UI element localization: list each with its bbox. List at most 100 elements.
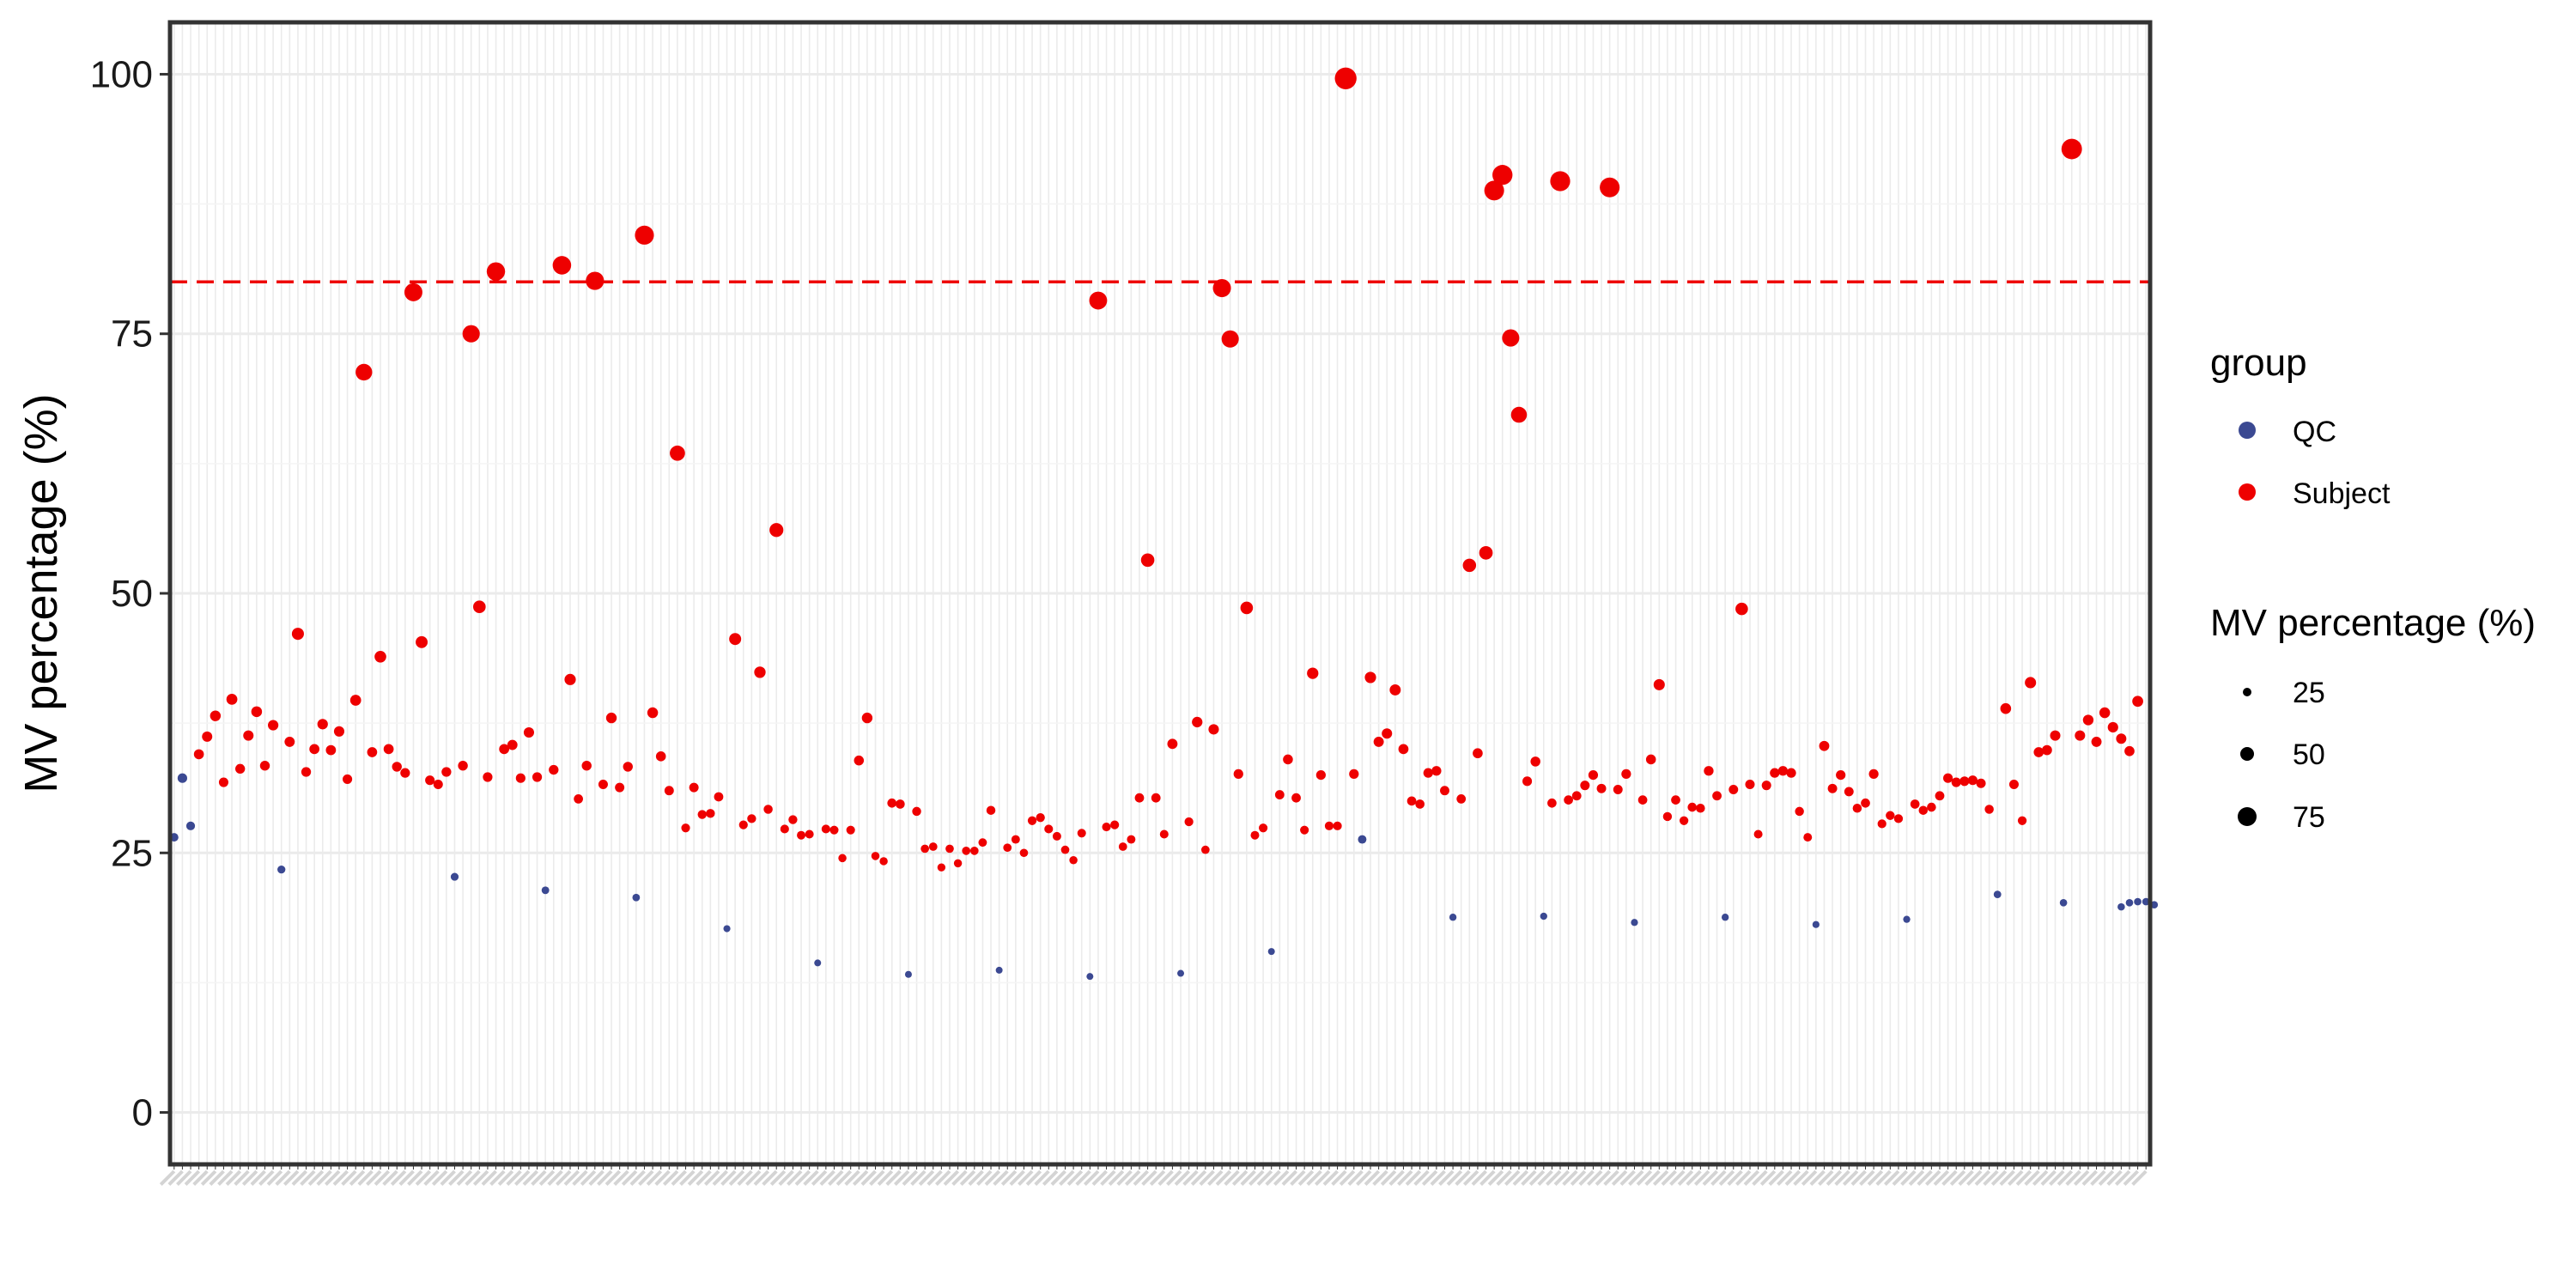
x-tick-label-illegible: [1652, 1170, 1669, 1186]
subject-point: [928, 842, 938, 851]
x-tick-label-illegible: [1875, 1170, 1892, 1186]
qc-point: [1540, 912, 1547, 920]
subject-point: [259, 761, 270, 771]
x-tick-label-illegible: [1297, 1170, 1315, 1186]
subject-point: [797, 830, 806, 840]
x-tick-label-illegible: [671, 1170, 687, 1186]
x-tick-label-illegible: [1504, 1170, 1521, 1186]
subject-point: [515, 773, 526, 783]
x-tick-label-illegible: [489, 1170, 506, 1186]
qc-point: [1177, 969, 1185, 977]
x-tick-label-illegible: [1850, 1170, 1867, 1186]
subject-point: [1192, 716, 1203, 728]
x-tick-label-illegible: [1025, 1170, 1042, 1186]
subject-point: [472, 600, 486, 614]
qc-point: [723, 925, 731, 933]
x-tick-label-illegible: [1908, 1170, 1925, 1186]
x-tick-label-illegible: [1315, 1170, 1331, 1186]
subject-point: [507, 739, 518, 750]
x-tick-label-illegible: [1777, 1170, 1793, 1186]
x-tick-label-illegible: [1933, 1170, 1950, 1186]
qc-point: [450, 872, 459, 881]
x-tick-label-illegible: [2081, 1170, 2098, 1186]
subject-point: [945, 844, 954, 854]
subject-point: [670, 445, 685, 461]
qc-point: [2059, 898, 2068, 907]
x-tick-label-illegible: [398, 1170, 415, 1186]
x-tick-label-illegible: [654, 1170, 671, 1186]
subject-point: [1522, 776, 1533, 787]
x-tick-label-illegible: [1075, 1170, 1091, 1186]
subject-point: [325, 744, 337, 756]
subject-point: [193, 749, 204, 760]
qc-point: [1903, 915, 1911, 923]
x-tick-label-illegible: [1009, 1170, 1025, 1186]
subject-point: [564, 673, 576, 685]
subject-point: [1307, 667, 1319, 679]
subject-point: [1060, 845, 1070, 854]
x-tick-label-illegible: [1249, 1170, 1265, 1186]
x-tick-label-illegible: [1496, 1170, 1512, 1186]
x-tick-label-illegible: [2049, 1170, 2065, 1186]
x-tick-label-illegible: [1322, 1170, 1339, 1186]
subject-point: [747, 814, 756, 823]
subject-point: [1580, 781, 1590, 791]
x-tick-label-illegible: [407, 1170, 423, 1186]
subject-point: [1102, 822, 1111, 832]
subject-point: [1324, 821, 1334, 830]
x-tick-label-illegible: [1867, 1170, 1884, 1186]
x-tick-label-illegible: [984, 1170, 1001, 1186]
qc-point: [2150, 901, 2159, 909]
legend-key-qc: [2239, 422, 2256, 439]
x-tick-label-illegible: [415, 1170, 432, 1186]
subject-point: [234, 763, 246, 775]
x-tick-label-illegible: [1042, 1170, 1059, 1186]
subject-point: [1645, 754, 1656, 765]
x-tick-label-illegible: [1686, 1170, 1702, 1186]
subject-point: [1349, 769, 1359, 780]
x-tick-label-illegible: [1528, 1170, 1546, 1186]
x-tick-label-illegible: [1471, 1170, 1487, 1186]
qc-point: [1086, 973, 1094, 981]
x-tick-label-illegible: [588, 1170, 605, 1186]
subject-point: [317, 719, 328, 730]
subject-point: [1588, 769, 1599, 781]
subject-point: [2107, 721, 2118, 733]
x-tick-label-illegible: [1166, 1170, 1182, 1186]
x-tick-label-illegible: [703, 1170, 720, 1186]
x-tick-label-illegible: [1900, 1170, 1917, 1186]
subject-point: [2017, 816, 2027, 825]
subject-point: [829, 825, 839, 835]
x-tick-label-illegible: [1199, 1170, 1215, 1186]
x-tick-label-illegible: [1925, 1170, 1941, 1186]
x-tick-label-illegible: [1983, 1170, 1999, 1186]
x-tick-label-illegible: [572, 1170, 588, 1186]
x-tick-label-illegible: [1966, 1170, 1983, 1186]
subject-point: [1151, 793, 1161, 803]
subject-point: [953, 859, 963, 868]
x-tick-label-illegible: [1182, 1170, 1199, 1186]
x-tick-label-illegible: [1256, 1170, 1273, 1186]
subject-point: [1927, 802, 1936, 812]
x-tick-label-illegible: [787, 1170, 803, 1186]
x-tick-label-illegible: [720, 1170, 737, 1186]
subject-point: [1212, 278, 1231, 298]
subject-point: [2025, 677, 2037, 689]
x-tick-label-illegible: [332, 1170, 349, 1186]
x-tick-label-illegible: [440, 1170, 456, 1186]
subject-point: [1530, 756, 1540, 767]
subject-point: [1613, 785, 1623, 794]
subject-point: [986, 805, 996, 815]
subject-point: [978, 838, 987, 848]
legend-size-title: MV percentage (%): [2210, 602, 2536, 644]
x-tick-label-illegible: [456, 1170, 473, 1186]
qc-point: [1267, 948, 1275, 956]
x-tick-label-illegible: [2073, 1170, 2090, 1186]
x-tick-label-illegible: [1661, 1170, 1677, 1186]
subject-point: [689, 782, 699, 793]
x-tick-label-illegible: [629, 1170, 646, 1186]
subject-point: [210, 710, 222, 721]
subject-point: [1473, 748, 1483, 759]
subject-point: [1653, 678, 1665, 690]
